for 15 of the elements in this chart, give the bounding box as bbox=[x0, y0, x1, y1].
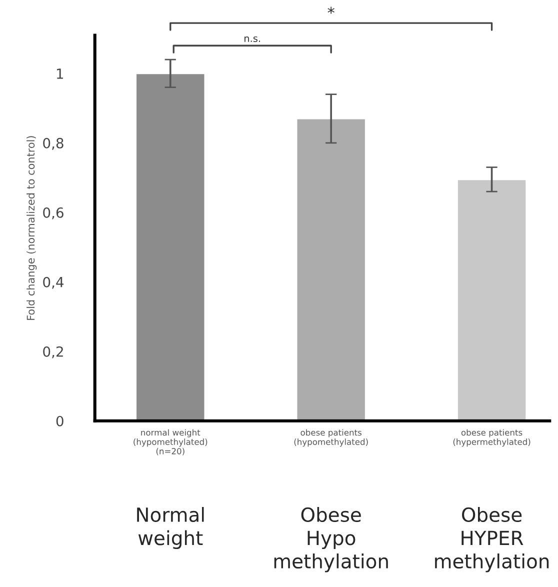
y-tick-label: 0,4 bbox=[43, 276, 64, 289]
y-axis-title: Fold change (normalized to control) bbox=[26, 136, 37, 320]
x-tick-label: obese patients (hypomethylated) bbox=[294, 429, 368, 447]
y-tick-label: 0,6 bbox=[43, 207, 64, 220]
y-tick-label: 0,8 bbox=[43, 138, 64, 150]
text: Obese HYPER methylation bbox=[435, 506, 549, 572]
y-tick-label: 1 bbox=[56, 68, 64, 79]
text: * bbox=[328, 6, 334, 14]
text: Normal weight bbox=[137, 506, 204, 550]
y-tick-label: 0,2 bbox=[43, 346, 63, 358]
annotation: n.s. bbox=[244, 36, 260, 42]
y-tick-label: 0 bbox=[56, 416, 64, 426]
x-tick-label: normal weight (hypomethylated) (n=20) bbox=[134, 429, 208, 456]
x-tick-label: obese patients (hypermethylated) bbox=[453, 429, 530, 447]
text: Obese Hypo methylation bbox=[274, 506, 388, 572]
